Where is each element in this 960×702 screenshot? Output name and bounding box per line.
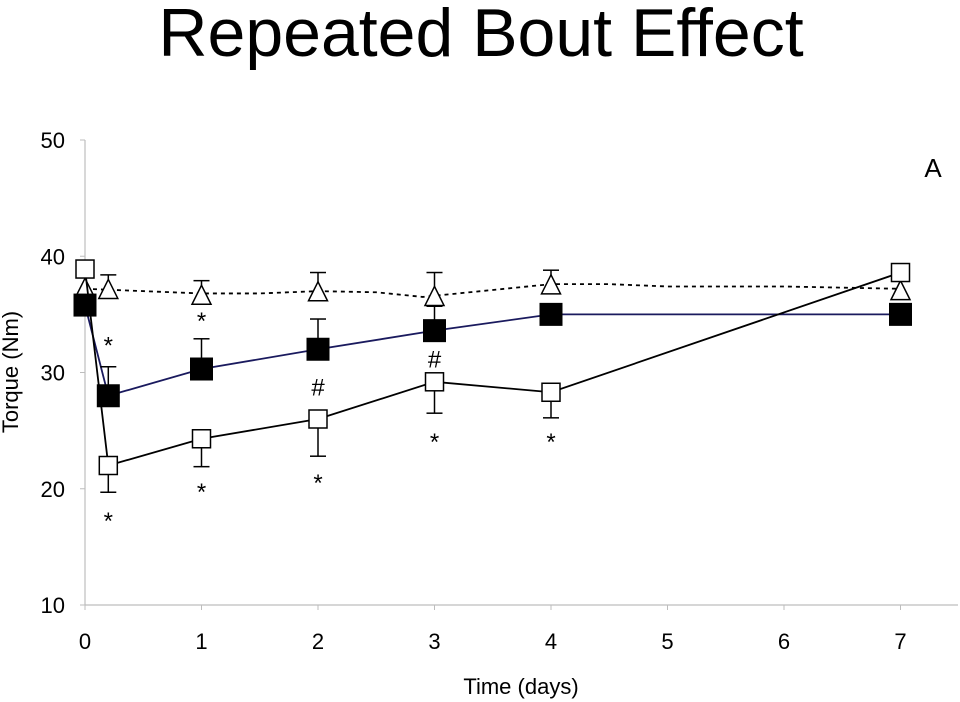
data-point-filled-square: [423, 319, 446, 343]
data-point-triangle: [190, 283, 213, 306]
hash-annotation: #: [311, 374, 325, 401]
data-point-filled-square: [889, 302, 912, 326]
data-point-triangle: [540, 273, 562, 295]
x-axis-label: Time (days): [463, 674, 578, 699]
data-point-open-square: [890, 262, 911, 283]
data-point-filled-square: [190, 357, 213, 381]
asterisk-annotation: *: [430, 429, 439, 456]
x-tick-label: 6: [778, 629, 790, 654]
data-point-open-square: [424, 372, 445, 392]
data-point-open-square: [541, 382, 561, 403]
asterisk-annotation: *: [197, 479, 206, 506]
data-point-open-square: [191, 429, 212, 449]
data-point-filled-square: [306, 337, 330, 361]
series-line-control: [84, 283, 901, 298]
data-point-triangle: [423, 284, 446, 307]
asterisk-annotation: *: [104, 508, 113, 535]
data-point-triangle: [307, 280, 329, 302]
x-tick-label: 0: [79, 629, 91, 654]
data-point-open-square: [308, 409, 328, 429]
data-point-open-square: [75, 259, 95, 279]
y-tick-label: 10: [41, 593, 65, 618]
asterisk-annotation: *: [197, 308, 206, 335]
y-tick-label: 30: [41, 361, 65, 386]
data-point-filled-square: [73, 293, 97, 317]
data-point-open-square: [98, 455, 119, 476]
x-tick-label: 7: [894, 629, 906, 654]
asterisk-annotation: *: [313, 470, 322, 497]
data-point-filled-square: [96, 384, 120, 408]
panel-label: A: [924, 153, 942, 183]
series-0: [74, 269, 912, 307]
series-1: [73, 293, 912, 408]
data-point-triangle: [97, 277, 120, 300]
asterisk-annotation: *: [104, 333, 113, 360]
data-point-filled-square: [539, 302, 563, 326]
y-tick-label: 40: [41, 244, 65, 269]
series-2: [75, 259, 911, 493]
chart-title: Repeated Bout Effect: [158, 0, 803, 71]
asterisk-annotation: *: [546, 429, 555, 456]
x-tick-label: 2: [312, 629, 324, 654]
data-point-triangle: [889, 278, 912, 301]
y-axis-label: Torque (Nm): [0, 311, 23, 433]
x-tick-label: 3: [428, 629, 440, 654]
x-tick-label: 4: [545, 629, 557, 654]
hash-annotation: #: [428, 347, 442, 374]
y-tick-label: 20: [41, 477, 65, 502]
x-tick-label: 5: [661, 629, 673, 654]
y-tick-label: 50: [41, 128, 65, 153]
series-line-repeated-bout: [84, 304, 901, 397]
x-tick-label: 1: [195, 629, 207, 654]
